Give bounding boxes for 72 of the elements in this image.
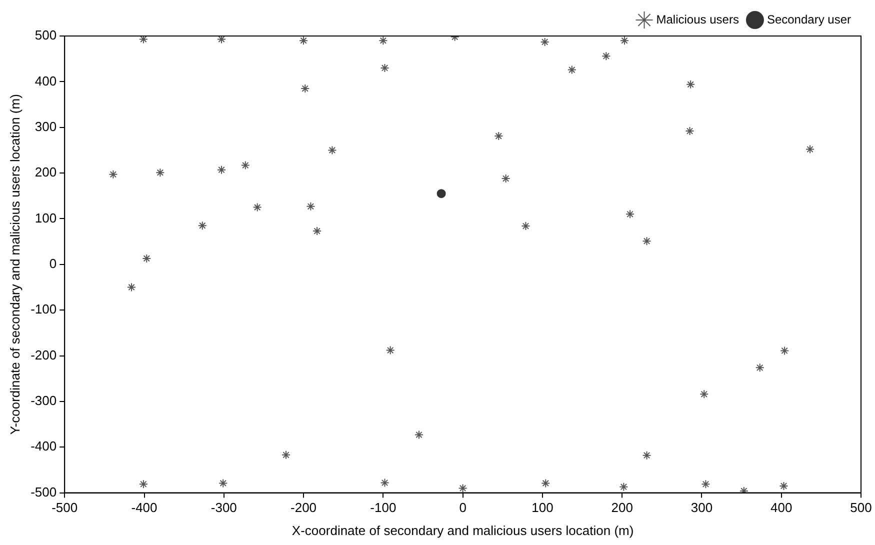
point	[494, 132, 504, 141]
point	[217, 36, 226, 44]
point	[217, 165, 226, 174]
x-tick-label: 400	[770, 500, 792, 516]
legend-label: Secondary user	[766, 12, 852, 26]
y-tick-label: 200	[34, 164, 57, 180]
point	[240, 160, 250, 170]
y-tick-label: 100	[34, 210, 57, 226]
point	[127, 282, 136, 292]
y-tick-label: -200	[30, 347, 57, 362]
point	[306, 202, 316, 211]
point	[620, 36, 629, 46]
point	[780, 346, 790, 356]
x-tick-label: 500	[850, 500, 872, 516]
x-axis-title: X-coordinate of secondary and malicious users location (m)	[292, 522, 634, 538]
y-tick-label: 0	[49, 256, 57, 271]
y-tick-label: 400	[34, 73, 57, 88]
point	[685, 126, 694, 136]
point	[198, 221, 207, 230]
x-tick-label: 0	[459, 500, 466, 516]
x-tick-label: -300	[210, 500, 237, 516]
point	[642, 450, 652, 460]
x-tick-label: -500	[52, 500, 78, 516]
point	[626, 210, 635, 219]
point	[138, 36, 148, 44]
y-tick-label: -100	[30, 302, 57, 317]
point	[458, 484, 468, 493]
y-tick-label: 300	[34, 118, 57, 134]
point	[686, 80, 696, 89]
point	[541, 478, 550, 488]
legend-label: Malicious users	[656, 12, 739, 26]
point	[378, 36, 388, 46]
point	[739, 486, 748, 493]
point	[540, 37, 550, 46]
x-tick-label: -100	[370, 500, 396, 516]
point	[312, 226, 322, 236]
point	[414, 430, 424, 440]
x-tick-label: -400	[131, 500, 158, 516]
point	[700, 390, 709, 399]
point	[701, 480, 710, 489]
point	[386, 346, 395, 355]
point	[521, 222, 530, 231]
point	[380, 478, 390, 488]
point	[218, 478, 228, 488]
x-tick-label: 100	[532, 500, 554, 516]
y-tick-label: 500	[34, 28, 57, 43]
point	[567, 65, 576, 74]
point	[436, 189, 446, 198]
point	[282, 450, 291, 460]
y-tick-label: -400	[30, 438, 57, 454]
point	[138, 480, 148, 489]
point	[380, 63, 390, 72]
point	[602, 52, 611, 61]
point	[300, 84, 310, 94]
point	[779, 481, 788, 490]
point	[108, 170, 118, 179]
point	[156, 168, 165, 178]
x-tick-label: 300	[690, 500, 713, 516]
point	[755, 363, 764, 372]
point	[328, 146, 337, 155]
point	[806, 144, 815, 154]
point	[642, 236, 652, 246]
point	[299, 36, 308, 46]
y-tick-label: -500	[30, 484, 57, 500]
point	[619, 482, 628, 492]
x-tick-label: 200	[611, 500, 633, 516]
x-tick-label: -200	[290, 500, 317, 516]
point	[501, 174, 510, 184]
y-tick-label: -300	[30, 393, 57, 408]
point	[142, 254, 152, 263]
point	[252, 202, 262, 212]
y-axis-title: Y-coordinate of secondary and malicious users location (m)	[7, 94, 22, 435]
